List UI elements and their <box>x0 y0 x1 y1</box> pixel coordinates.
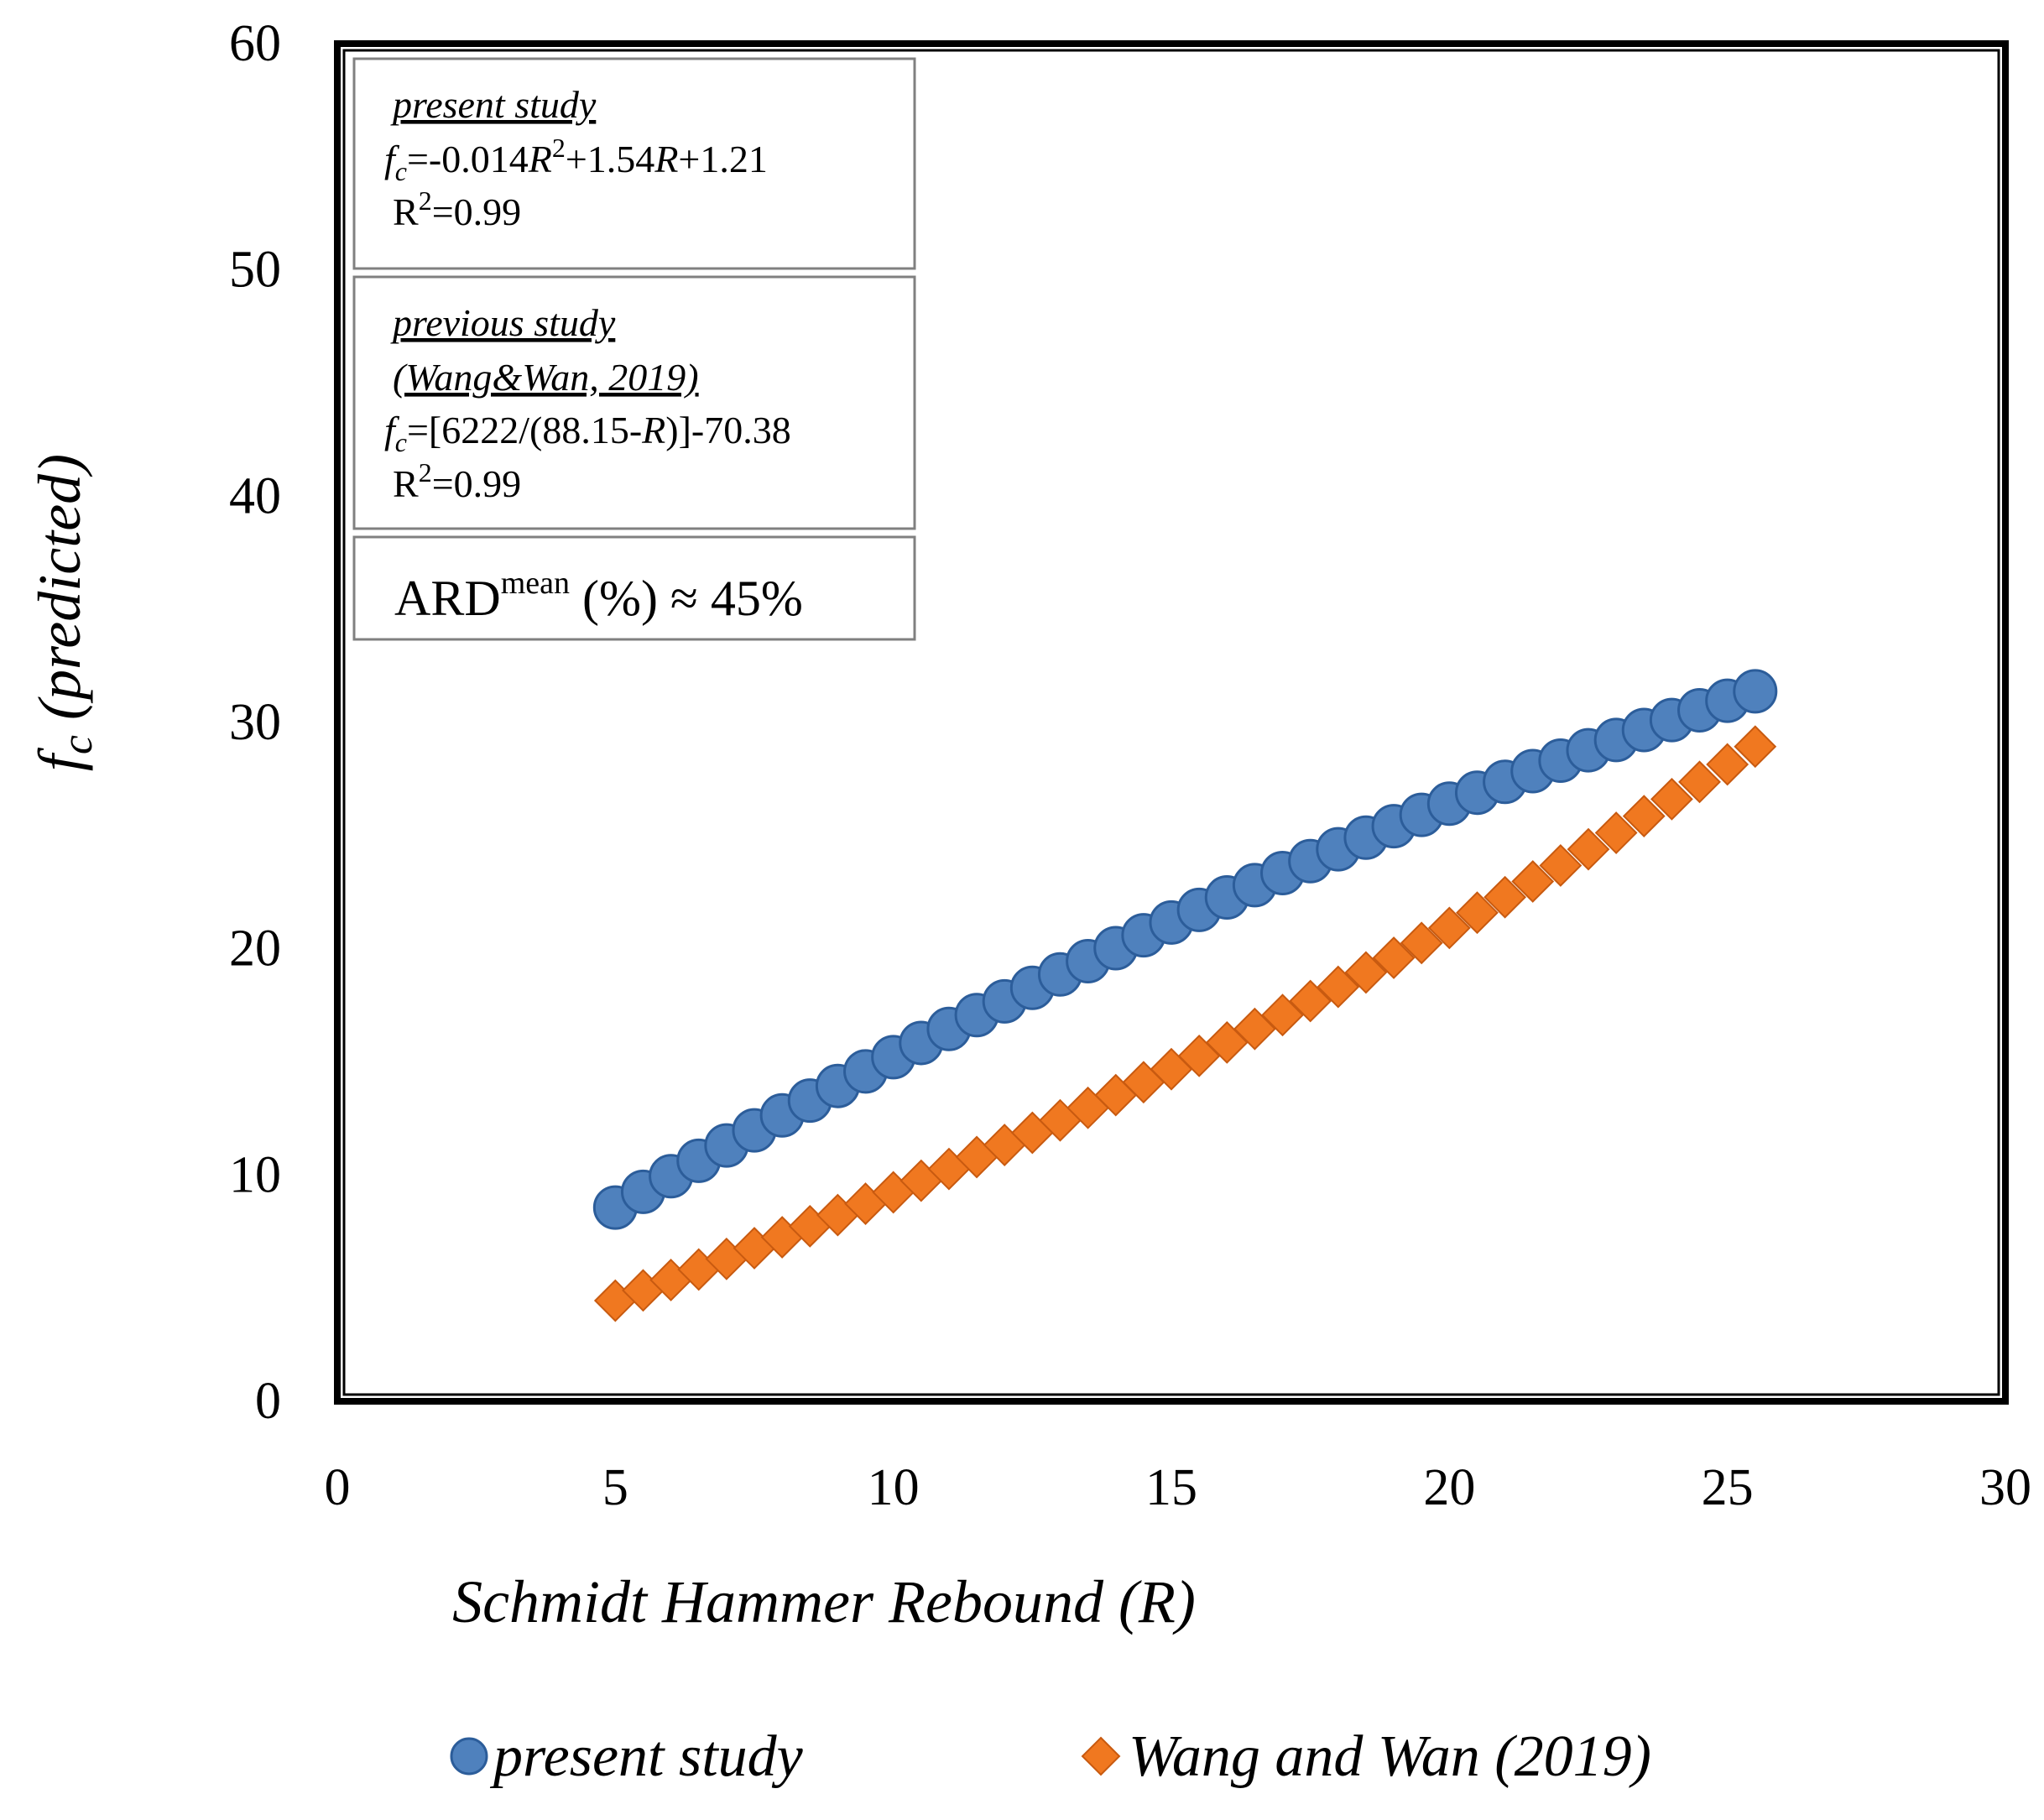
ard-text: ARDmean (%) ≈ 45% <box>394 566 803 626</box>
present-study-r2: R2=0.99 <box>393 185 521 233</box>
x-tick-label: 0 <box>325 1459 351 1516</box>
wang-and-wan-point <box>1483 875 1527 919</box>
legend: present study Wang and Wan (2019) <box>450 1724 1651 1789</box>
wang-and-wan-point <box>1567 827 1610 871</box>
wang-and-wan-point <box>1233 1007 1276 1051</box>
previous-study-r2: R2=0.99 <box>393 457 521 505</box>
wang-and-wan-point <box>1400 921 1443 965</box>
wang-and-wan-point <box>1427 906 1471 950</box>
y-tick-labels: 0 10 20 30 40 50 60 <box>229 15 281 1430</box>
x-tick-label: 30 <box>1979 1459 2031 1516</box>
wang-and-wan-point <box>1289 979 1332 1023</box>
x-tick-label: 5 <box>602 1459 628 1516</box>
wang-and-wan-point <box>1456 891 1499 935</box>
wang-and-wan-point <box>1706 743 1749 786</box>
x-tick-label: 25 <box>1702 1459 1754 1516</box>
annotation-ard: ARDmean (%) ≈ 45% <box>352 535 916 641</box>
wang-and-wan-point <box>1622 795 1666 838</box>
legend-marker-wang-and-wan <box>1081 1736 1121 1776</box>
present-study-point <box>1733 669 1778 714</box>
wang-and-wan-point <box>1650 777 1693 821</box>
series-present-study <box>592 669 1778 1230</box>
present-study-equation: fc=-0.014R2+1.54R+1.21 <box>384 133 768 186</box>
annotation-present-study: present study fc=-0.014R2+1.54R+1.21 R2=… <box>352 57 916 270</box>
x-tick-label: 20 <box>1423 1459 1475 1516</box>
x-axis-title: Schmidt Hammer Rebound (R) <box>452 1568 1196 1635</box>
wang-and-wan-point <box>1678 760 1721 804</box>
y-axis-title: fc (predicted) <box>26 454 102 771</box>
x-tick-label: 15 <box>1145 1459 1197 1516</box>
wang-and-wan-point <box>1344 951 1388 994</box>
y-tick-label: 10 <box>229 1146 281 1203</box>
legend-label-present-study: present study <box>489 1724 804 1789</box>
present-study-title: present study <box>390 83 597 126</box>
legend-item-present-study: present study <box>450 1724 804 1789</box>
y-tick-label: 30 <box>229 694 281 751</box>
legend-marker-present-study <box>450 1737 488 1776</box>
annotation-previous-study: previous study (Wang&Wan, 2019) fc=[6222… <box>352 275 916 530</box>
y-tick-label: 0 <box>255 1373 281 1430</box>
wang-and-wan-point <box>1734 725 1777 769</box>
x-tick-labels: 0 5 10 15 20 25 30 <box>325 1459 2032 1516</box>
legend-label-wang-and-wan: Wang and Wan (2019) <box>1129 1724 1651 1789</box>
series-wang-and-wan <box>593 725 1777 1322</box>
y-tick-label: 20 <box>229 920 281 978</box>
y-tick-label: 40 <box>229 467 281 524</box>
previous-study-title-line1: previous study <box>390 301 616 344</box>
plot-frame-inner <box>342 49 2000 1396</box>
wang-and-wan-point <box>1511 860 1555 903</box>
previous-study-title-line2: (Wang&Wan, 2019) <box>393 356 699 399</box>
wang-and-wan-point <box>1594 811 1638 854</box>
legend-item-wang-and-wan: Wang and Wan (2019) <box>1081 1724 1651 1789</box>
x-tick-label: 10 <box>868 1459 920 1516</box>
wang-and-wan-point <box>1317 965 1360 1009</box>
previous-study-equation: fc=[6222/(88.15-R)]-70.38 <box>384 409 791 457</box>
wang-and-wan-point <box>1372 936 1416 979</box>
y-tick-label: 60 <box>229 15 281 72</box>
y-tick-label: 50 <box>229 242 281 299</box>
wang-and-wan-point <box>1539 844 1583 887</box>
wang-and-wan-point <box>1261 993 1304 1037</box>
